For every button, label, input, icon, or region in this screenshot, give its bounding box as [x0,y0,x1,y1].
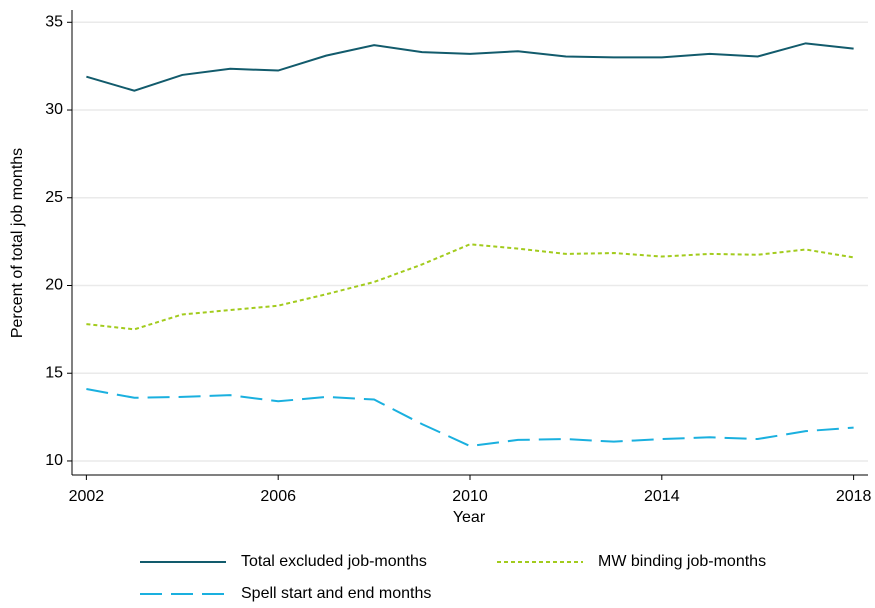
series-line [86,42,854,92]
y-tick-label: 35 [45,14,63,31]
series-line [86,388,854,448]
series-line [86,243,854,331]
y-tick-label: 20 [45,277,63,294]
y-tick-label: 25 [45,189,63,206]
legend-label: MW binding job-months [598,553,766,570]
x-tick-label: 2010 [452,488,488,505]
x-tick-label: 2006 [260,488,296,505]
x-tick-label: 2002 [69,488,105,505]
y-tick-label: 15 [45,364,63,381]
x-tick-label: 2014 [644,488,680,505]
y-tick-label: 10 [45,452,63,469]
y-tick-label: 30 [45,101,63,118]
legend-label: Spell start and end months [241,585,431,602]
x-axis-label: Year [453,509,486,526]
legend-label: Total excluded job-months [241,553,427,570]
x-tick-label: 2018 [836,488,872,505]
y-axis-label: Percent of total job months [9,148,26,338]
